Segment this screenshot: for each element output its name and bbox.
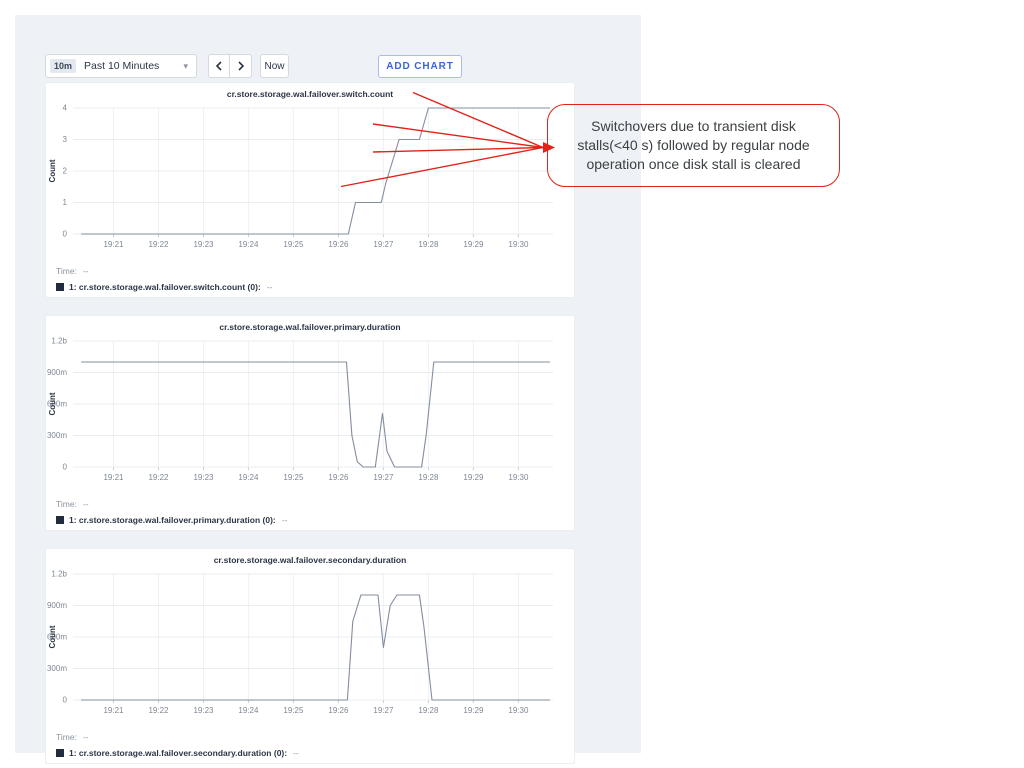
svg-text:19:28: 19:28 xyxy=(418,706,439,715)
annotation-callout: Switchovers due to transient disk stalls… xyxy=(547,104,840,187)
svg-text:19:26: 19:26 xyxy=(328,240,349,249)
svg-text:19:27: 19:27 xyxy=(373,473,394,482)
svg-text:2: 2 xyxy=(63,167,68,176)
svg-text:19:30: 19:30 xyxy=(508,706,529,715)
svg-text:600m: 600m xyxy=(47,400,67,409)
time-readout-value: -- xyxy=(82,499,89,509)
svg-text:19:22: 19:22 xyxy=(148,706,169,715)
svg-text:19:26: 19:26 xyxy=(328,473,349,482)
time-back-button[interactable] xyxy=(208,54,230,78)
svg-text:19:22: 19:22 xyxy=(148,473,169,482)
svg-text:19:23: 19:23 xyxy=(193,706,214,715)
svg-text:19:28: 19:28 xyxy=(418,240,439,249)
add-chart-button[interactable]: ADD CHART xyxy=(378,55,462,78)
svg-text:4: 4 xyxy=(63,104,68,113)
svg-text:19:30: 19:30 xyxy=(508,240,529,249)
svg-text:19:23: 19:23 xyxy=(193,473,214,482)
time-readout-label: Time: xyxy=(56,266,77,276)
time-nav-buttons xyxy=(208,54,252,78)
svg-text:1.2b: 1.2b xyxy=(51,570,67,579)
svg-text:0: 0 xyxy=(63,463,68,472)
svg-text:19:25: 19:25 xyxy=(283,473,304,482)
chart-card-secondary-duration: cr.store.storage.wal.failover.secondary.… xyxy=(45,548,575,764)
svg-text:3: 3 xyxy=(63,135,68,144)
time-readout: Time: -- xyxy=(56,266,89,276)
time-forward-button[interactable] xyxy=(230,54,252,78)
legend-row: 1: cr.store.storage.wal.failover.seconda… xyxy=(56,748,299,758)
legend-value: -- xyxy=(266,282,273,292)
legend-swatch xyxy=(56,516,64,524)
chart-card-primary-duration: cr.store.storage.wal.failover.primary.du… xyxy=(45,315,575,531)
chevron-left-icon xyxy=(215,61,222,71)
svg-text:900m: 900m xyxy=(47,368,67,377)
chevron-down-icon: ▾ xyxy=(183,60,188,71)
now-button[interactable]: Now xyxy=(260,54,289,78)
svg-text:1: 1 xyxy=(63,198,68,207)
svg-text:19:25: 19:25 xyxy=(283,706,304,715)
svg-text:900m: 900m xyxy=(47,601,67,610)
svg-text:19:28: 19:28 xyxy=(418,473,439,482)
legend-label: 1: cr.store.storage.wal.failover.primary… xyxy=(69,515,276,525)
svg-text:19:24: 19:24 xyxy=(238,706,259,715)
svg-text:19:23: 19:23 xyxy=(193,240,214,249)
svg-text:19:30: 19:30 xyxy=(508,473,529,482)
legend-swatch xyxy=(56,283,64,291)
legend-value: -- xyxy=(293,748,299,758)
svg-text:0: 0 xyxy=(63,696,68,705)
legend-label: 1: cr.store.storage.wal.failover.seconda… xyxy=(69,748,288,758)
time-readout: Time: -- xyxy=(56,732,89,742)
svg-text:Count: Count xyxy=(48,625,57,648)
svg-text:19:29: 19:29 xyxy=(463,473,484,482)
svg-text:19:26: 19:26 xyxy=(328,706,349,715)
chart-plot-primary-duration[interactable]: 19:21 19:22 19:23 19:24 19:25 19:26 19:27 19:28… xyxy=(46,333,576,483)
svg-text:19:24: 19:24 xyxy=(238,240,259,249)
time-readout: Time: -- xyxy=(56,499,89,509)
svg-text:300m: 300m xyxy=(47,431,67,440)
annotation-text: Switchovers due to transient disk stalls… xyxy=(577,117,810,173)
svg-text:19:21: 19:21 xyxy=(103,706,124,715)
chart-plot-switch-count[interactable]: 19:21 19:22 19:23 19:24 19:25 19:26 19:27 19:28… xyxy=(46,100,576,250)
svg-text:600m: 600m xyxy=(47,633,67,642)
svg-text:Count: Count xyxy=(48,159,57,182)
chart-title: cr.store.storage.wal.failover.secondary.… xyxy=(213,555,407,565)
time-readout-value: -- xyxy=(82,732,89,742)
time-readout-label: Time: xyxy=(56,732,77,742)
legend-swatch xyxy=(56,749,64,757)
svg-text:19:25: 19:25 xyxy=(283,240,304,249)
chart-title: cr.store.storage.wal.failover.switch.cou… xyxy=(226,89,394,99)
svg-text:1.2b: 1.2b xyxy=(51,337,67,346)
time-readout-value: -- xyxy=(82,266,89,276)
legend-row: 1: cr.store.storage.wal.failover.switch.… xyxy=(56,282,272,292)
svg-text:19:21: 19:21 xyxy=(103,240,124,249)
svg-text:19:29: 19:29 xyxy=(463,706,484,715)
svg-text:0: 0 xyxy=(63,230,68,239)
svg-text:19:29: 19:29 xyxy=(463,240,484,249)
chart-plot-secondary-duration[interactable]: 19:21 19:22 19:23 19:24 19:25 19:26 19:27 19:28… xyxy=(46,566,576,716)
svg-text:Count: Count xyxy=(48,392,57,415)
svg-text:19:27: 19:27 xyxy=(373,706,394,715)
svg-text:19:24: 19:24 xyxy=(238,473,259,482)
chevron-right-icon xyxy=(237,61,244,71)
time-range-label: Past 10 Minutes xyxy=(84,60,160,72)
time-range-badge: 10m xyxy=(50,59,77,73)
time-readout-label: Time: xyxy=(56,499,77,509)
chart-card-switch-count: cr.store.storage.wal.failover.switch.cou… xyxy=(45,82,575,298)
legend-value: -- xyxy=(281,515,288,525)
chart-title: cr.store.storage.wal.failover.primary.du… xyxy=(219,322,401,332)
svg-text:19:27: 19:27 xyxy=(373,240,394,249)
time-range-dropdown[interactable]: 10m Past 10 Minutes ▾ xyxy=(45,54,197,78)
svg-text:300m: 300m xyxy=(47,664,67,673)
svg-text:19:22: 19:22 xyxy=(148,240,169,249)
legend-row: 1: cr.store.storage.wal.failover.primary… xyxy=(56,515,287,525)
legend-label: 1: cr.store.storage.wal.failover.switch.… xyxy=(69,282,261,292)
svg-text:19:21: 19:21 xyxy=(103,473,124,482)
